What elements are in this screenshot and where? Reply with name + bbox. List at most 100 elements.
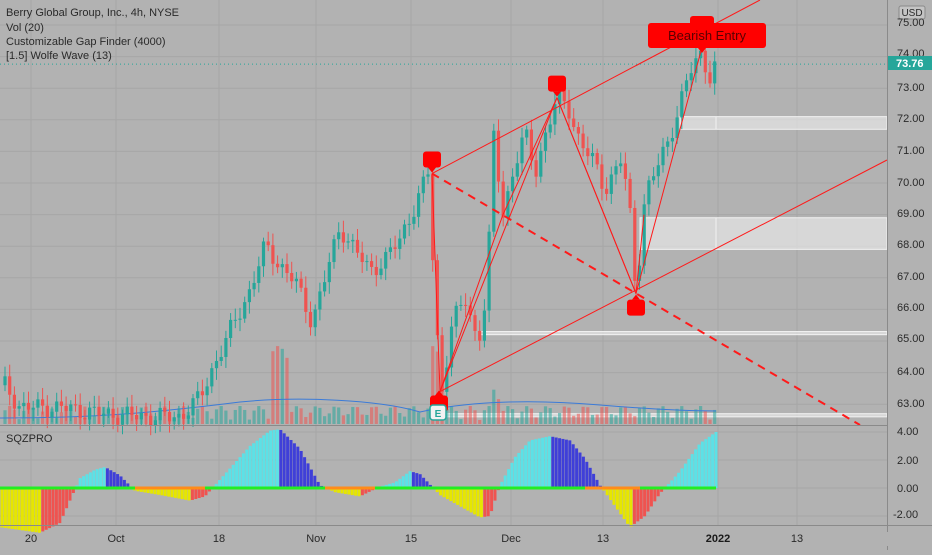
candle-body — [191, 398, 195, 416]
osc-bar — [14, 488, 18, 530]
candle-body — [177, 413, 181, 418]
indicator-gap-finder[interactable]: Customizable Gap Finder (4000) — [6, 36, 166, 48]
oscillator-title[interactable]: SQZPRO — [6, 433, 53, 445]
candle-body — [642, 204, 646, 266]
candle-body — [158, 407, 162, 421]
osc-bar — [507, 469, 511, 488]
volume-bar — [327, 413, 331, 424]
osc-bar — [224, 472, 228, 488]
osc-bar — [394, 481, 398, 488]
osc-bar — [248, 445, 252, 488]
currency-badge[interactable] — [898, 5, 926, 20]
volume-bar — [313, 406, 317, 424]
candle-body — [271, 245, 275, 264]
candle-body — [73, 404, 78, 406]
time-label-year: 2022 — [706, 533, 730, 545]
osc-bar — [595, 479, 599, 488]
osc-tick: 0.00 — [897, 483, 918, 495]
osc-bar — [656, 488, 660, 497]
osc-bar — [316, 481, 320, 488]
osc-bar — [510, 462, 514, 488]
osc-bar — [153, 488, 157, 495]
gap-zone — [679, 116, 888, 130]
bearish-entry-label: Bearish Entry — [668, 28, 747, 43]
volume-bar — [243, 409, 247, 424]
volume-bar — [26, 406, 31, 424]
candle-body — [210, 368, 214, 387]
volume-bar — [567, 407, 571, 424]
earnings-label: E — [435, 409, 442, 420]
volume-bar — [337, 407, 341, 424]
gap-zone — [479, 331, 888, 336]
osc-bar — [299, 450, 303, 488]
volume-bar — [360, 414, 364, 424]
osc-bar — [571, 444, 575, 488]
volume-bar — [379, 413, 383, 424]
candle-body — [605, 188, 609, 194]
volume-bar — [680, 406, 684, 424]
osc-bar — [469, 488, 473, 513]
osc-bar — [632, 488, 636, 524]
osc-bar — [228, 468, 232, 488]
candle-body — [167, 411, 172, 422]
osc-bar — [99, 468, 103, 488]
osc-bar — [109, 470, 113, 488]
indicator-volume[interactable]: Vol (20) — [6, 22, 44, 34]
volume-bar — [689, 418, 693, 424]
candle-body — [572, 118, 576, 128]
osc-bar — [575, 448, 579, 488]
candle-body — [285, 264, 289, 274]
volume-bar — [445, 409, 449, 424]
volume-bar — [511, 409, 515, 424]
candle-body — [713, 61, 717, 84]
candle-body — [261, 241, 266, 267]
earnings-box — [429, 404, 447, 421]
osc-bar — [422, 477, 426, 488]
indicator-wolfe-wave[interactable]: [1.5] Wolfe Wave (13) — [6, 50, 112, 62]
osc-bar — [58, 488, 62, 524]
osc-bar — [48, 488, 52, 529]
osc-bar — [442, 488, 446, 498]
wolfe-point-label: 4 — [633, 304, 639, 315]
osc-bar — [306, 463, 310, 488]
candle-body — [200, 391, 204, 396]
osc-bar — [697, 444, 701, 488]
volume-bar — [482, 410, 486, 424]
wolfe-aux-line — [502, 97, 558, 215]
candle-body — [421, 176, 425, 194]
osc-bar — [184, 488, 188, 500]
osc-bar — [139, 488, 143, 492]
osc-bar — [439, 488, 443, 496]
osc-bar — [680, 468, 684, 488]
candle-body — [637, 265, 642, 281]
candle-body — [402, 224, 407, 239]
wolfe-point-pointer — [435, 390, 443, 396]
wolfe-line-2-4 — [439, 159, 888, 393]
osc-bar — [231, 464, 235, 488]
volume-bar — [637, 407, 642, 424]
osc-bar — [527, 441, 531, 488]
osc-bar — [653, 488, 657, 502]
osc-bar — [143, 488, 147, 493]
volume-bar — [294, 406, 298, 424]
osc-bar — [483, 488, 487, 517]
candle-body — [558, 90, 562, 105]
osc-bar — [405, 473, 409, 488]
candle-body — [304, 287, 308, 312]
candle-body — [111, 408, 115, 418]
candle-body — [534, 160, 538, 177]
volume-bar — [543, 406, 548, 424]
volume-bar — [501, 410, 505, 424]
candle-body — [543, 132, 548, 151]
osc-bar — [340, 488, 344, 494]
volume-bar — [257, 406, 261, 424]
osc-bar — [51, 488, 55, 527]
time-label: Oct — [107, 533, 124, 545]
candle-body — [473, 315, 477, 331]
candle-body — [628, 178, 632, 208]
candle-body — [431, 174, 435, 261]
osc-bar — [88, 472, 92, 488]
volume-bar — [675, 408, 679, 424]
osc-bar — [677, 472, 681, 488]
